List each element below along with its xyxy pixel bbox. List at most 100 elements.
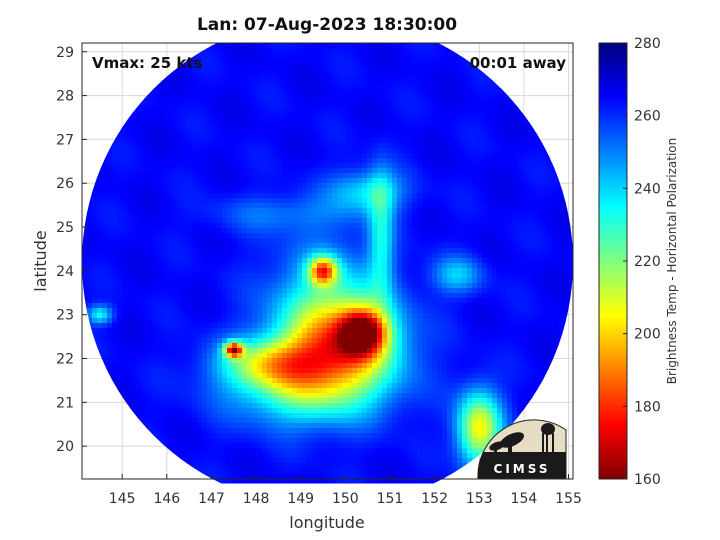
- heat-cell: [497, 213, 503, 219]
- heat-cell: [182, 163, 188, 169]
- heat-cell: [152, 283, 158, 289]
- heat-cell: [162, 108, 168, 114]
- heat-cell: [397, 268, 403, 274]
- heat-cell: [492, 93, 498, 99]
- heat-cell: [197, 128, 203, 134]
- heat-cell: [352, 138, 358, 144]
- heat-cell: [147, 173, 153, 179]
- heat-cell: [107, 203, 113, 209]
- heat-cell: [107, 273, 113, 279]
- heat-cell: [217, 73, 223, 79]
- heat-cell: [472, 208, 478, 214]
- heat-cell: [212, 228, 218, 234]
- heat-cell: [277, 203, 283, 209]
- heat-cell: [242, 263, 248, 269]
- heat-cell: [372, 93, 378, 99]
- heat-cell: [222, 73, 228, 79]
- heat-cell: [137, 283, 143, 289]
- heat-cell: [302, 248, 308, 254]
- heat-cell: [257, 138, 263, 144]
- heat-cell: [112, 158, 118, 164]
- heat-cell: [162, 103, 168, 109]
- heat-cell: [512, 233, 518, 239]
- heat-cell: [352, 153, 358, 159]
- heat-cell: [292, 138, 298, 144]
- heat-cell: [222, 63, 228, 69]
- heat-cell: [292, 83, 298, 89]
- heat-cell: [492, 188, 498, 194]
- heat-cell: [332, 103, 338, 109]
- heat-cell: [337, 248, 343, 254]
- heat-cell: [142, 238, 148, 244]
- heat-cell: [382, 163, 388, 169]
- heat-cell: [547, 163, 553, 169]
- heat-cell: [467, 108, 473, 114]
- heat-cell: [407, 188, 413, 194]
- heat-cell: [342, 173, 348, 179]
- heat-cell: [377, 253, 383, 259]
- heat-cell: [247, 128, 253, 134]
- heat-cell: [232, 193, 238, 199]
- heat-cell: [417, 138, 423, 144]
- heat-cell: [287, 253, 293, 259]
- heat-cell: [262, 88, 268, 94]
- heat-cell: [197, 228, 203, 234]
- heat-cell: [227, 133, 233, 139]
- heat-cell: [377, 53, 383, 59]
- heat-cell: [172, 168, 178, 174]
- heat-cell: [467, 273, 473, 279]
- heat-cell: [287, 258, 293, 264]
- heat-cell: [422, 93, 428, 99]
- heat-cell: [167, 118, 173, 124]
- heat-cell: [507, 218, 513, 224]
- heat-cell: [267, 188, 273, 194]
- heat-cell: [182, 63, 188, 69]
- heat-cell: [337, 258, 343, 264]
- heat-cell: [287, 153, 293, 159]
- heat-cell: [197, 108, 203, 114]
- heat-cell: [217, 48, 223, 54]
- heat-cell: [502, 108, 508, 114]
- heat-cell: [402, 93, 408, 99]
- heat-cell: [432, 68, 438, 74]
- heat-cell: [237, 148, 243, 154]
- heat-cell: [292, 133, 298, 139]
- heat-cell: [502, 93, 508, 99]
- heat-cell: [407, 78, 413, 84]
- heat-cell: [147, 103, 153, 109]
- heat-cell: [332, 128, 338, 134]
- heat-cell: [307, 248, 313, 254]
- heat-cell: [412, 208, 418, 214]
- heat-cell: [242, 108, 248, 114]
- heat-cell: [137, 238, 143, 244]
- heat-cell: [387, 48, 393, 54]
- heat-cell: [407, 48, 413, 54]
- heat-cell: [327, 273, 333, 279]
- heat-cell: [427, 198, 433, 204]
- heat-cell: [112, 193, 118, 199]
- heat-cell: [562, 283, 568, 289]
- heat-cell: [192, 273, 198, 279]
- heat-cell: [447, 93, 453, 99]
- heat-cell: [357, 83, 363, 89]
- heat-cell: [212, 203, 218, 209]
- heat-cell: [247, 73, 253, 79]
- heat-cell: [532, 188, 538, 194]
- heat-cell: [192, 113, 198, 119]
- heat-cell: [302, 228, 308, 234]
- heat-cell: [357, 173, 363, 179]
- heat-cell: [387, 143, 393, 149]
- heat-cell: [492, 183, 498, 189]
- heat-cell: [157, 258, 163, 264]
- heat-cell: [337, 108, 343, 114]
- heat-cell: [477, 113, 483, 119]
- heat-cell: [192, 213, 198, 219]
- heat-cell: [392, 143, 398, 149]
- heat-cell: [492, 288, 498, 294]
- heat-cell: [452, 133, 458, 139]
- heat-cell: [377, 218, 383, 224]
- heat-cell: [112, 283, 118, 289]
- heat-cell: [462, 128, 468, 134]
- heat-cell: [192, 283, 198, 289]
- heat-cell: [342, 88, 348, 94]
